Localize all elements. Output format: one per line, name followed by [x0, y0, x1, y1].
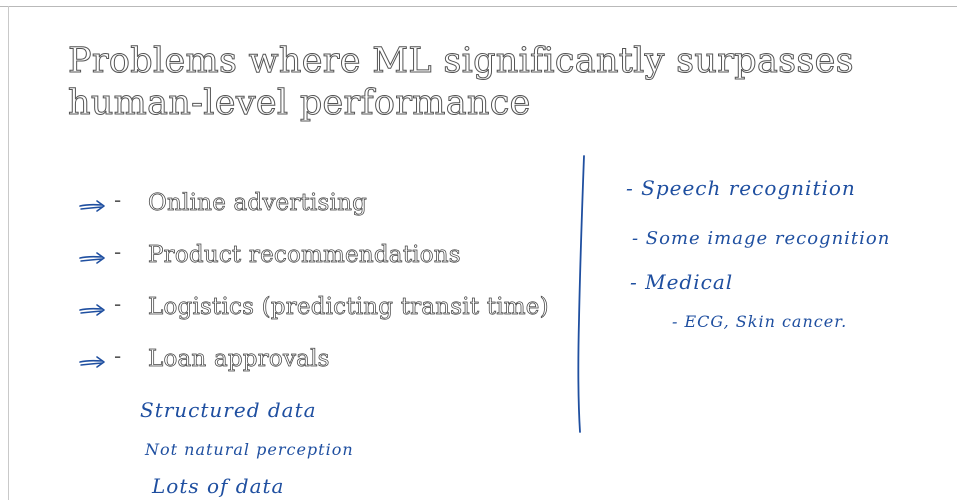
arrow-right-icon	[79, 356, 105, 368]
slide-title: Problems where ML significantly surpasse…	[68, 40, 948, 124]
bullet-dash: -	[114, 344, 122, 368]
arrow-right-icon	[79, 200, 105, 212]
bullet-label: Logistics (predicting transit time)	[148, 294, 549, 321]
bullet-label: Online advertising	[148, 190, 368, 217]
bullet-label: Product recommendations	[148, 242, 461, 269]
handwritten-note: - Speech recognition	[626, 176, 856, 200]
handwritten-divider-line	[577, 155, 585, 433]
bullet-dash: -	[114, 188, 122, 212]
handwritten-note: Lots of data	[152, 474, 285, 498]
handwritten-note: Not natural perception	[145, 440, 354, 459]
bullet-label: Loan approvals	[148, 346, 330, 373]
slide-title-line-1: Problems where ML significantly surpasse…	[68, 41, 855, 82]
arrow-right-icon	[79, 252, 105, 264]
handwritten-note: - Some image recognition	[632, 228, 891, 249]
arrow-right-icon	[79, 304, 105, 316]
handwritten-note: Structured data	[140, 398, 317, 422]
slide-title-line-2: human-level performance	[68, 83, 531, 124]
slide-top-border	[0, 6, 957, 7]
handwritten-note: - Medical	[630, 270, 734, 294]
bullet-dash: -	[114, 240, 122, 264]
slide-left-border	[8, 6, 9, 500]
bullet-dash: -	[114, 292, 122, 316]
handwritten-note: - ECG, Skin cancer.	[672, 312, 848, 331]
